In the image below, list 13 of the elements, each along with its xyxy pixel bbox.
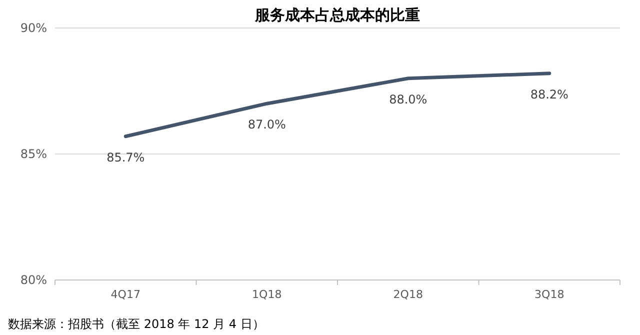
y-tick-label: 85%: [20, 147, 47, 161]
data-label: 87.0%: [248, 118, 286, 132]
x-tick-label: 3Q18: [534, 288, 564, 301]
chart-title: 服务成本占总成本的比重: [254, 6, 420, 24]
y-tick-label: 90%: [20, 21, 47, 35]
x-tick-label: 2Q18: [393, 288, 423, 301]
data-label: 88.2%: [530, 87, 568, 102]
y-tick-label: 80%: [20, 273, 47, 287]
data-label: 85.7%: [106, 150, 145, 164]
source-note: 数据来源：招股书（截至 2018 年 12 月 4 日）: [8, 317, 264, 331]
x-tick-label: 4Q17: [110, 288, 140, 301]
data-label: 88.0%: [389, 92, 428, 106]
x-tick-label: 1Q18: [252, 288, 282, 301]
